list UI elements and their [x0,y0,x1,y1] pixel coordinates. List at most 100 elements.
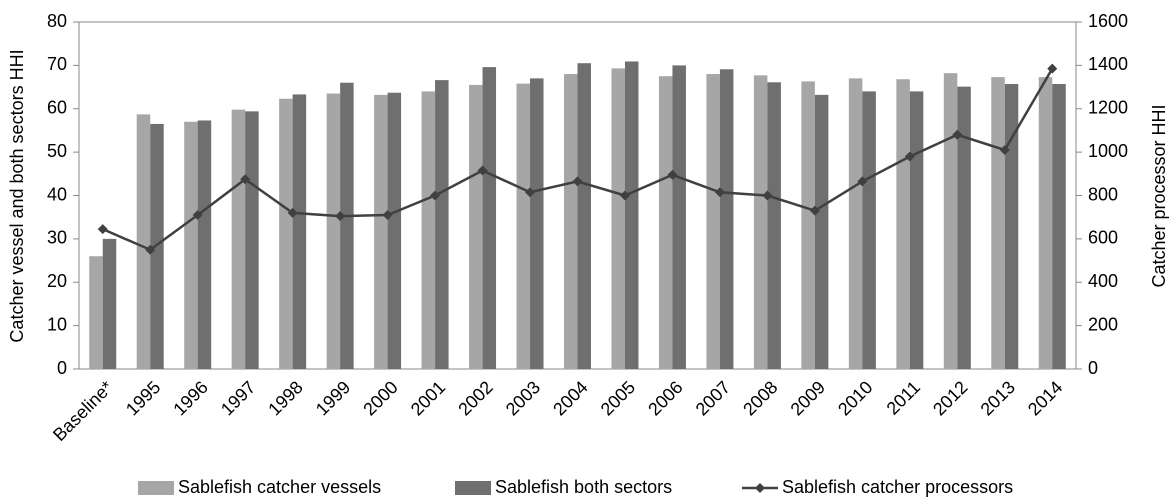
line-marker [952,129,963,140]
line-marker [1047,63,1058,74]
line-marker [97,224,108,235]
bar [469,84,483,370]
line-marker [904,151,915,162]
bar [387,92,402,370]
bar [814,94,829,370]
x-tick-label: 2000 [359,377,401,419]
x-tick-label: 2002 [454,377,496,419]
x-tick-label: 2006 [644,377,686,419]
bar [279,98,293,370]
legend-label: Sablefish catcher vessels [178,477,381,497]
line-marker [192,210,203,221]
line-marker [809,205,820,216]
line-marker [287,207,298,218]
x-tick-label: 2001 [407,377,449,419]
y2-tick-label: 200 [1088,314,1118,334]
bar [374,94,388,370]
line-marker [619,190,630,201]
x-tick-label: 1999 [312,377,354,419]
bar [292,94,307,369]
y2-tick-label: 0 [1088,358,1098,378]
bar [150,123,164,370]
y2-tick-label: 1200 [1088,98,1128,118]
bar [991,77,1005,370]
line-marker [525,187,536,198]
y2-tick-label: 800 [1088,184,1118,204]
legend-swatch [138,481,174,495]
y-tick-label: 30 [47,228,67,248]
line-marker [430,190,441,201]
y-tick-label: 80 [47,11,67,31]
bar [89,256,103,369]
y-axis-label: Catcher vessel and both sectors HHI [7,49,27,342]
line-marker [145,244,156,255]
bar [1052,84,1066,370]
bar [102,238,117,369]
legend-marker [755,483,765,493]
bar [231,109,246,370]
bar [706,74,720,370]
bar [482,67,497,370]
bar [136,114,151,369]
bar [421,91,436,370]
bar [896,79,910,369]
x-tick-label: 2012 [929,377,971,419]
bar [577,63,591,370]
x-tick-label: 1995 [122,377,164,419]
bar [624,61,639,369]
bar [516,83,531,369]
bar [184,121,198,369]
x-tick-label: 1998 [264,377,306,419]
bar [801,81,815,369]
y-tick-label: 60 [47,98,67,118]
bar [530,78,544,369]
x-tick-label: 2014 [1024,377,1066,419]
y-tick-label: 0 [57,358,67,378]
legend-swatch [455,481,491,495]
y-tick-label: 50 [47,141,67,161]
bar [326,93,341,369]
bar [564,74,578,370]
bar [767,82,781,369]
x-tick-label: 2008 [739,377,781,419]
x-tick-label: Baseline* [49,377,117,445]
bar [1038,77,1053,370]
bar [245,111,259,369]
x-tick-label: 2013 [977,377,1019,419]
bar [1004,84,1019,370]
line-marker [382,210,393,221]
y-tick-label: 20 [47,271,67,291]
x-tick-label: 2003 [502,377,544,419]
bar [957,86,971,369]
legend-label: Sablefish both sectors [495,477,672,497]
y-tick-label: 10 [47,314,67,334]
bar [340,82,354,369]
bar [435,80,449,369]
line-marker [477,165,488,176]
y-tick-label: 40 [47,184,67,204]
bar [753,75,768,369]
bar [862,91,876,370]
line-marker [572,176,583,187]
line-marker [335,211,346,222]
y2-tick-label: 1000 [1088,141,1128,161]
bar [658,76,673,369]
legend-label: Sablefish catcher processors [782,477,1013,497]
bar [672,65,686,369]
bar [909,91,924,370]
x-tick-label: 2010 [834,377,876,419]
line-marker [999,144,1010,155]
y2-tick-label: 400 [1088,271,1118,291]
line-marker [857,176,868,187]
x-tick-label: 1996 [169,377,211,419]
line-marker [240,174,251,185]
y2-tick-label: 1400 [1088,54,1128,74]
x-tick-label: 1997 [217,377,259,419]
line-marker [667,169,678,180]
x-tick-label: 2004 [549,377,591,419]
y2-tick-label: 1600 [1088,11,1128,31]
bar [197,120,212,370]
bar [719,69,734,369]
bar [611,68,625,369]
